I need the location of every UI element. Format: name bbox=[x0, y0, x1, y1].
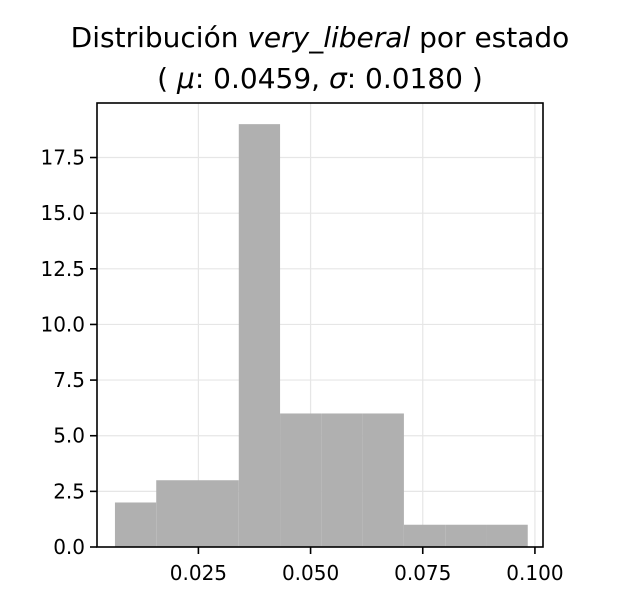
histogram-bar bbox=[197, 480, 239, 547]
y-tick-label: 2.5 bbox=[53, 479, 85, 503]
mu-value: : 0.0459, bbox=[195, 62, 329, 95]
chart-title-line-2: ( μ: 0.0459, σ: 0.0180 ) bbox=[157, 62, 483, 95]
histogram-bar bbox=[238, 124, 281, 548]
chart-title-line-1: Distribución very_liberal por estado bbox=[71, 21, 570, 54]
x-tick-label: 0.100 bbox=[506, 561, 563, 585]
histogram-bar bbox=[156, 480, 198, 547]
mu-symbol: μ bbox=[176, 62, 195, 95]
title-variable: very_liberal bbox=[247, 21, 410, 54]
y-tick-label: 15.0 bbox=[40, 201, 85, 225]
y-tick-label: 17.5 bbox=[40, 146, 85, 170]
histogram-bar bbox=[362, 413, 404, 547]
y-tick-label: 12.5 bbox=[40, 257, 85, 281]
title-open-paren: ( bbox=[157, 62, 177, 95]
y-tick-label: 0.0 bbox=[53, 535, 85, 559]
histogram-bar bbox=[445, 524, 487, 547]
title-suffix: por estado bbox=[410, 21, 569, 54]
histogram-bar bbox=[486, 524, 528, 547]
histogram-bar bbox=[114, 502, 157, 547]
sigma-value: : 0.0180 ) bbox=[347, 62, 483, 95]
title-prefix: Distribución bbox=[71, 21, 248, 54]
histogram-bar bbox=[280, 413, 322, 547]
y-tick-label: 5.0 bbox=[53, 424, 85, 448]
sigma-symbol: σ bbox=[329, 62, 348, 95]
x-tick-label: 0.075 bbox=[394, 561, 451, 585]
y-tick-label: 10.0 bbox=[40, 312, 85, 336]
histogram-bar bbox=[403, 524, 446, 547]
x-tick-label: 0.025 bbox=[170, 561, 227, 585]
x-axis: 0.025 0.050 0.075 0.100 bbox=[170, 547, 564, 585]
y-axis: 0.0 2.5 5.0 7.5 10.0 12.5 15.0 17.5 bbox=[40, 146, 97, 559]
x-tick-label: 0.050 bbox=[282, 561, 339, 585]
histogram-bars bbox=[114, 124, 528, 548]
y-tick-label: 7.5 bbox=[53, 368, 85, 392]
histogram-bar bbox=[321, 413, 363, 547]
